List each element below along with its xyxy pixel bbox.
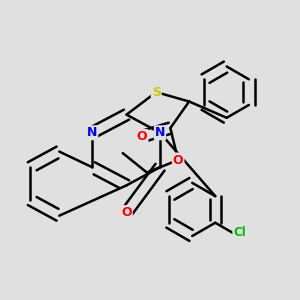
Text: O: O [137, 130, 148, 143]
Text: N: N [155, 126, 165, 139]
Text: S: S [152, 85, 161, 99]
Text: N: N [87, 126, 97, 139]
Text: Cl: Cl [233, 226, 246, 238]
Text: O: O [173, 154, 184, 166]
Text: O: O [121, 206, 132, 219]
